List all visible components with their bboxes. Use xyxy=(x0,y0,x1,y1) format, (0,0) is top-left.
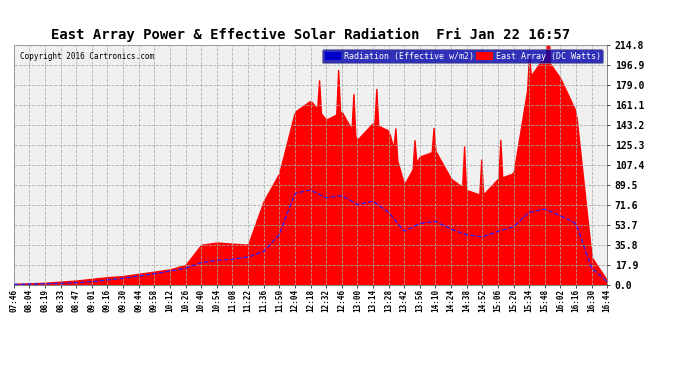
Text: Copyright 2016 Cartronics.com: Copyright 2016 Cartronics.com xyxy=(20,52,154,61)
Title: East Array Power & Effective Solar Radiation  Fri Jan 22 16:57: East Array Power & Effective Solar Radia… xyxy=(51,28,570,42)
Legend: Radiation (Effective w/m2), East Array (DC Watts): Radiation (Effective w/m2), East Array (… xyxy=(322,49,603,63)
